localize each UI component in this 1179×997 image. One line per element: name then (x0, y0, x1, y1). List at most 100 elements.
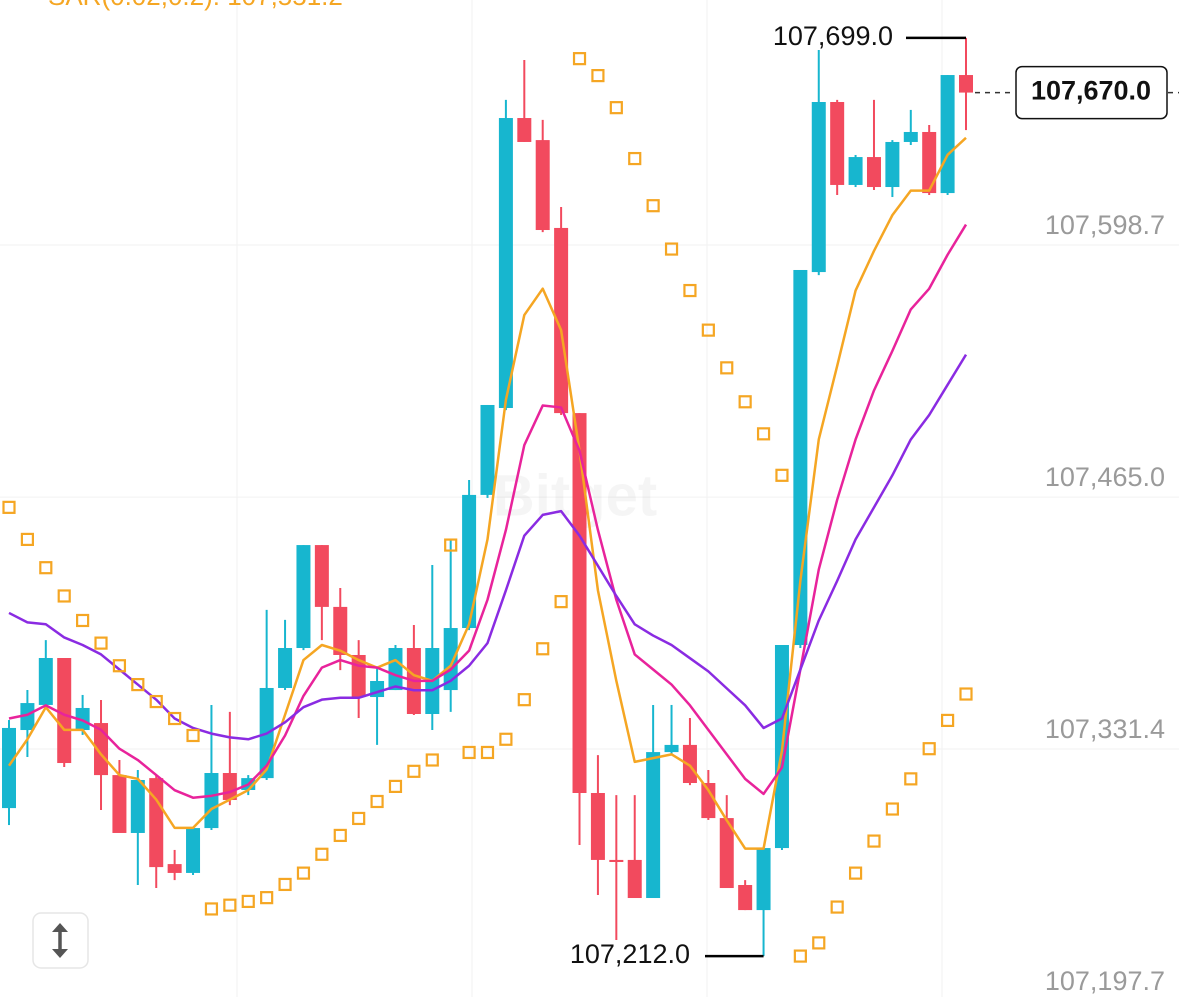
candle-body (554, 227, 569, 414)
y-tick-label: 107,598.7 (1045, 210, 1165, 240)
candle-body (940, 75, 955, 194)
sar-point (76, 613, 90, 628)
candle-body (646, 752, 661, 899)
candle-body (388, 648, 403, 691)
moving-average-line (7, 136, 967, 850)
candle-body (2, 727, 16, 809)
sar-point (149, 694, 163, 709)
sar-point (756, 427, 771, 441)
candle-body (756, 848, 771, 911)
candle-body (664, 744, 679, 753)
candle-body (866, 157, 881, 188)
candle-body (848, 157, 863, 185)
sar-point (609, 101, 623, 115)
sar-point (554, 595, 568, 609)
sar-point (223, 898, 237, 912)
candle-body (572, 413, 587, 793)
sar-point (39, 561, 53, 575)
sar-point (425, 753, 439, 767)
sar-point (186, 728, 200, 743)
last-price-label: 107,670.0 (1031, 76, 1151, 106)
last-price-box (1015, 65, 1168, 120)
candle-body (498, 118, 513, 409)
sar-point (296, 866, 311, 880)
candle-body (903, 131, 918, 142)
candle-body (885, 141, 900, 188)
sar-point (388, 779, 403, 794)
candle-body (959, 75, 973, 93)
candle-body (75, 707, 90, 731)
candle-body (296, 545, 311, 649)
sar-point (112, 659, 127, 673)
low-marker-label: 107,212.0 (570, 939, 690, 969)
sar-point (664, 242, 679, 256)
scroll-icon (52, 923, 68, 958)
sar-point (646, 199, 660, 213)
sar-point (683, 283, 697, 298)
sar-point (204, 902, 219, 916)
candle-body (682, 744, 697, 784)
sar-point (959, 687, 973, 701)
candle-body (443, 628, 458, 691)
candle-body (94, 723, 109, 776)
candle-body (830, 102, 845, 185)
sar-point (720, 361, 734, 375)
sar-point (830, 900, 844, 914)
candle-body (130, 779, 145, 833)
sar-point (812, 936, 826, 950)
candle-body (333, 606, 348, 655)
candle-body (186, 828, 201, 873)
sar-point (352, 811, 366, 826)
candle-body (590, 792, 605, 860)
sar-point (536, 642, 550, 656)
candle-body (149, 778, 164, 868)
sar-point (168, 711, 182, 726)
scroll-control[interactable] (32, 912, 89, 969)
candle-body (701, 783, 716, 819)
sar-point (57, 589, 71, 603)
candle-body (517, 118, 532, 142)
candle-body (922, 131, 937, 194)
candle-body (314, 545, 329, 607)
moving-average-line (8, 223, 968, 799)
sar-point (848, 866, 863, 880)
sar-point (131, 677, 145, 692)
candle-body (719, 818, 734, 889)
sar-point (94, 636, 108, 650)
sar-point (701, 323, 715, 337)
sar-point (241, 894, 255, 909)
sar-point (572, 52, 587, 66)
sar-point (628, 151, 642, 166)
candle-body (627, 859, 642, 899)
candle-body (609, 859, 624, 863)
sar-points (2, 52, 973, 963)
y-tick-label: 107,331.4 (1045, 714, 1165, 744)
sar-point (407, 764, 421, 778)
sar-point (278, 877, 292, 892)
candle-body (112, 775, 127, 833)
sar-point (775, 468, 789, 482)
indicator-label: SAR(0.02,0.2): 107,551.2 (48, 0, 343, 11)
sar-point (793, 949, 807, 963)
sar-point (333, 828, 347, 843)
sar-point (904, 772, 918, 786)
sar-point (867, 834, 881, 848)
sar-point (370, 794, 384, 809)
sar-point (260, 891, 274, 905)
sar-point (2, 500, 16, 514)
sar-point (940, 713, 955, 728)
sar-point (738, 395, 752, 409)
y-tick-label: 107,197.7 (1045, 966, 1165, 996)
sar-point (885, 802, 899, 816)
y-tick-label: 107,465.0 (1045, 462, 1165, 492)
candle-body (535, 140, 550, 231)
sar-point (517, 693, 531, 707)
sar-point (591, 69, 605, 83)
candle-body (57, 658, 72, 764)
candle-body (38, 658, 53, 705)
sar-point (315, 847, 329, 861)
candle-body (278, 648, 293, 688)
candle-body (462, 494, 477, 629)
